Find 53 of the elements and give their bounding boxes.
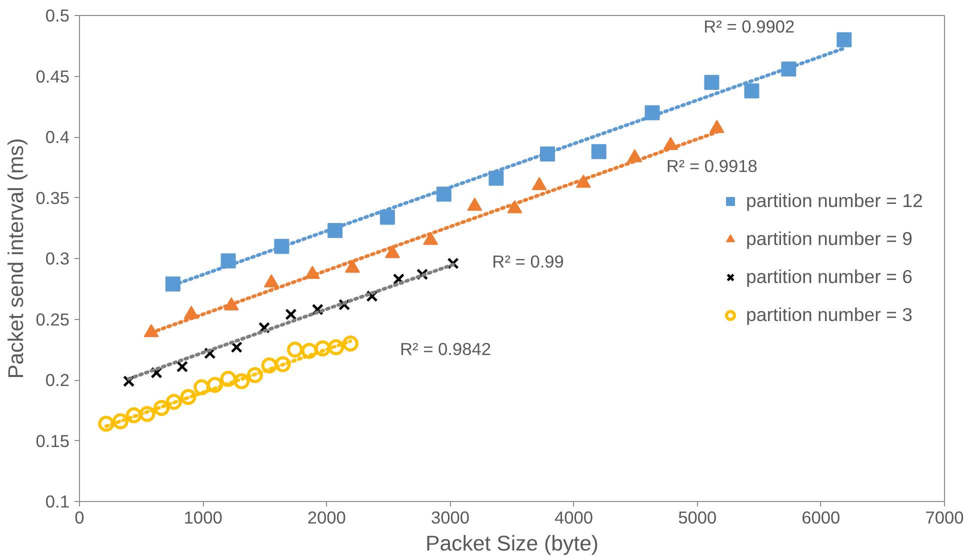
x-axis-title: Packet Size (byte) (425, 532, 599, 556)
point (591, 144, 606, 160)
y-tick-label: 0.35 (36, 188, 70, 208)
y-tick-label: 0.15 (36, 430, 70, 451)
point (220, 370, 236, 387)
point (744, 83, 760, 98)
point (342, 336, 358, 352)
point (139, 406, 156, 422)
legend-label: partition number = 3 (746, 304, 912, 326)
point (836, 32, 852, 48)
y-tick-label: 0.25 (36, 309, 70, 330)
point (261, 357, 278, 374)
x-tick-label: 4000 (554, 508, 594, 528)
point (206, 376, 223, 393)
point (176, 360, 188, 372)
x-tick-label: 0 (74, 508, 84, 528)
y-tick-label: 0.1 (45, 492, 70, 512)
point (98, 416, 114, 432)
annotation: R² = 0.99 (492, 252, 564, 272)
legend-label: partition number = 9 (746, 228, 912, 250)
annotation: R² = 0.9842 (400, 339, 492, 360)
x-tick-label: 3000 (430, 508, 470, 528)
y-axis-title: Packet send interval (ms) (4, 138, 28, 379)
point (112, 413, 129, 430)
point (234, 373, 250, 390)
y-tick-label: 0.45 (36, 66, 70, 86)
point (380, 210, 395, 225)
point (180, 389, 196, 405)
annotation: R² = 0.9902 (704, 16, 795, 36)
y-tick-label: 0.5 (45, 6, 70, 26)
y-tick-label: 0.2 (45, 370, 70, 390)
x-tick-label: 5000 (678, 508, 717, 528)
point (246, 367, 263, 384)
point (166, 394, 182, 410)
legend-label: partition number = 12 (746, 190, 923, 212)
point (328, 339, 344, 356)
point (126, 407, 142, 424)
x-tick-label: 2000 (307, 508, 346, 528)
point (154, 400, 170, 416)
point (194, 379, 210, 396)
point (704, 74, 720, 90)
legend-label: partition number = 6 (746, 266, 912, 288)
point (274, 356, 291, 372)
y-tick-label: 0.3 (45, 248, 70, 268)
point (287, 342, 304, 358)
point (301, 342, 318, 359)
annotation: R² = 0.9918 (666, 156, 758, 176)
x-tick-label: 1000 (184, 508, 222, 528)
y-tick-label: 0.4 (45, 127, 70, 147)
x-tick-label: 6000 (802, 508, 840, 528)
point (314, 340, 331, 356)
x-tick-label: 7000 (925, 508, 964, 528)
point (285, 308, 297, 320)
